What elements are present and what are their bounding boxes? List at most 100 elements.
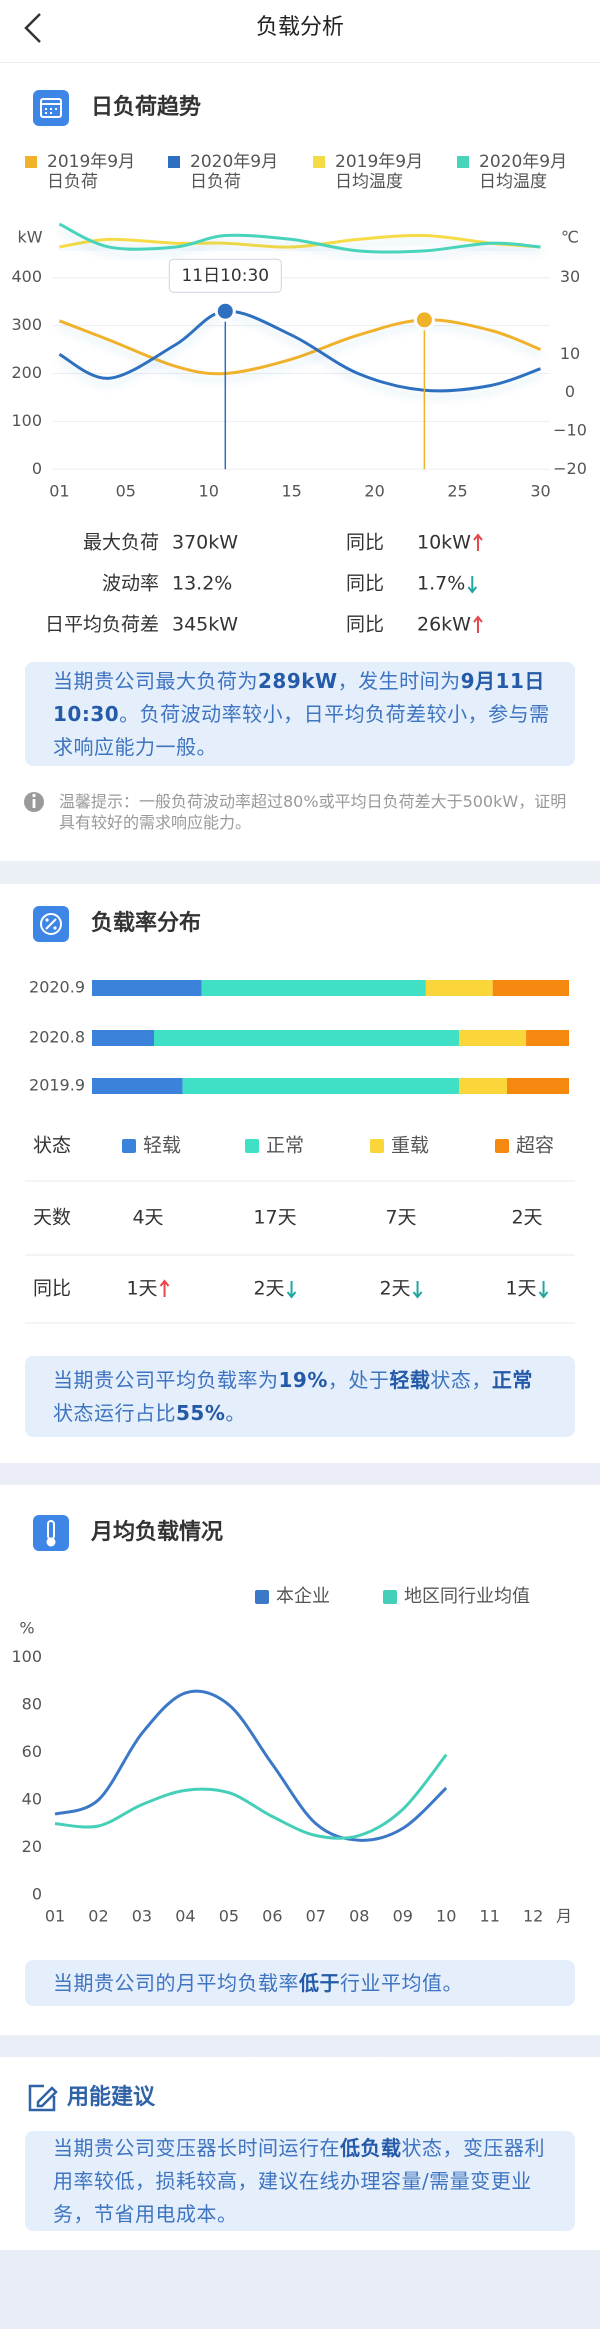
days-value: 7天 [385,1207,416,1229]
row-label: 同比 [33,1278,71,1300]
row-label: 状态 [33,1135,71,1157]
arrow-head [467,586,478,594]
tooltip-box [168,258,282,293]
legend-label: 轻载 [143,1135,181,1157]
bar-label: 2019.9 [29,1076,85,1095]
stat-change: 26kW [417,614,471,636]
x-tick-label: 30 [530,482,550,501]
bar-segment [92,980,202,996]
bar-segment [459,1030,527,1046]
y2-tick-label: 0 [565,382,575,401]
edit-icon [28,2084,58,2112]
summary-segment: 。 [225,1400,246,1425]
stat-value: 370kW [172,532,238,554]
summary-segment: ，处于 [327,1367,390,1392]
series-line [54,1689,448,1842]
y-tick-label: 100 [11,1647,42,1666]
page-title: 负载分析 [256,15,344,40]
section-title: 月均负载情况 [90,1519,223,1545]
legend-swatch [370,1139,384,1153]
x-tick-label: 25 [447,482,467,501]
legend-label: 超容 [516,1135,554,1157]
days-value: 2天 [511,1207,542,1229]
monthly-card [0,1485,600,2035]
trend-arrow [286,1281,297,1299]
summary-segment: 轻载 [389,1367,431,1392]
x-tick-label: 12 [523,1907,543,1926]
yoy-value: 1天 [126,1278,157,1300]
summary-segment: 289kW [258,668,338,693]
yoy-value: 2天 [253,1278,284,1300]
series-line [59,233,541,249]
stat-compare: 同比 [346,532,384,554]
stat-label: 波动率 [102,573,159,595]
summary: 当期贵公司的月平均负载率低于行业平均值。 [25,1960,575,2006]
legend-swatch [168,156,180,168]
days-value: 17天 [253,1207,296,1229]
legend-label: 本企业 [276,1586,330,1607]
x-tick-label: 05 [219,1907,239,1926]
bar-segment [459,1078,507,1094]
y-tick-label: 200 [11,363,42,382]
series-line [58,309,541,393]
summary-text: 当期贵公司最大负荷为289kW，发生时间为9月11日10:30。负荷波动率较小，… [53,665,553,764]
summary-segment: ，发生时间为 [337,668,461,693]
summary-segment: 当期贵公司最大负荷为 [53,668,258,693]
summary: 当期贵公司平均负载率为19%，处于轻载状态，正常状态运行占比55%。 [25,1356,575,1437]
trend-arrow [473,615,483,633]
back-button[interactable] [24,13,41,43]
summary-segment: 。负荷波动率较小，日平均负荷差较小，参与需求响应能力一般。 [53,701,550,759]
y-axis-label: % [19,1619,34,1638]
y-axis-label: kW [17,228,42,247]
stat-change: 10kW [417,532,471,554]
bar-segment [201,980,426,996]
legend-item: 2019年9月日均温度 [313,152,431,192]
bar-segment [492,980,569,996]
y-tick-label: 60 [22,1742,42,1761]
peak-dot [413,309,435,331]
section-title: 日负荷趋势 [91,94,201,120]
stat-value: 345kW [172,614,238,636]
arrow-head [473,533,483,541]
legend-label: 2020年9月日均温度 [479,152,568,192]
x-tick-label: 01 [49,482,69,501]
y2-tick-label: −10 [553,420,587,439]
y2-axis-label: ℃ [561,228,579,247]
bar-label: 2020.8 [29,1028,85,1047]
summary-segment: 行业平均值。 [340,1970,463,1995]
y-tick-label: 80 [22,1694,42,1713]
legend-label: 地区同行业均值 [404,1586,530,1607]
summary-segment: 低负载 [340,2135,402,2160]
y2-tick-label: −20 [553,459,587,478]
y2-tick-label: 10 [560,344,580,363]
info-icon [24,792,44,812]
yoy-value: 1天 [505,1278,536,1300]
legend-swatch [457,156,469,168]
summary-segment: 状态运行占比 [53,1400,176,1425]
y-tick-label: 100 [11,411,42,430]
x-axis-unit: 月 [556,1907,572,1926]
y-tick-label: 300 [11,315,42,334]
stat-label: 日平均负荷差 [45,614,159,636]
summary-segment: 状态，变压器利用率较低，损耗较高，建议在线办理容量/需量变更业务，节省用电成本。 [53,2135,545,2226]
x-tick-label: 04 [175,1907,195,1926]
legend-swatch [245,1139,259,1153]
legend-swatch [495,1139,509,1153]
summary: 当期贵公司变压器长时间运行在低负载状态，变压器利用率较低，损耗较高，建议在线办理… [25,2131,575,2231]
y-tick-label: 400 [11,267,42,286]
thermometer-icon [33,1515,69,1551]
bar-label: 2020.9 [29,978,85,997]
summary-segment: 当期贵公司平均负载率为 [53,1367,279,1392]
arrow-head [412,1291,423,1299]
summary-segment: 低于 [299,1970,340,1995]
arrow-head [538,1291,549,1299]
days-value: 4天 [132,1207,163,1229]
series-line [54,1753,448,1840]
trend-arrow [473,533,483,551]
row-label: 天数 [33,1207,71,1229]
y2-tick-label: 30 [560,267,580,286]
yoy-value: 2天 [379,1278,410,1300]
x-tick-label: 05 [116,482,136,501]
